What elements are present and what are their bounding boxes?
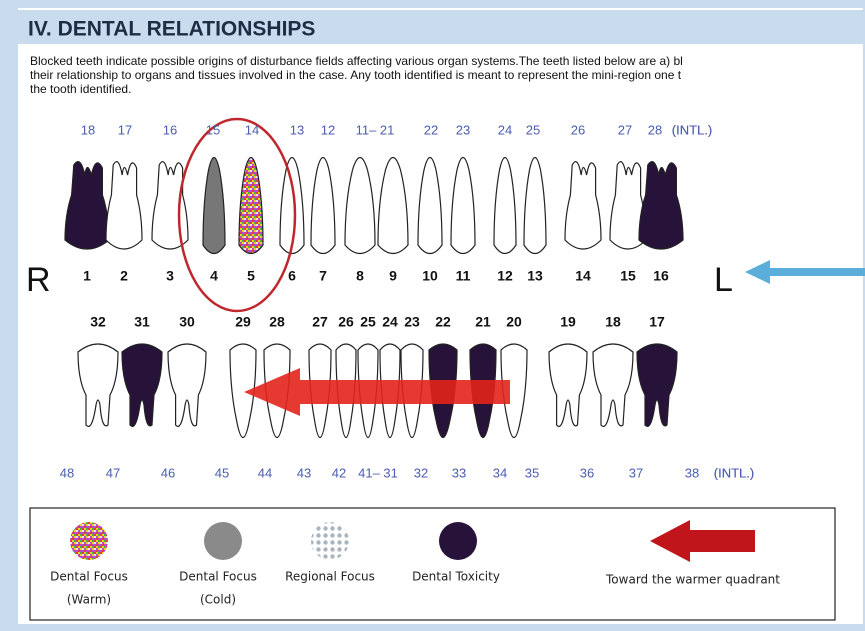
- lower-universal-number: 26: [338, 314, 354, 330]
- lower-universal-number: 25: [360, 314, 376, 330]
- upper-universal-number: 7: [319, 268, 327, 284]
- lower-intl-number: 32: [414, 465, 428, 480]
- lower-intl-number: 33: [452, 465, 466, 480]
- upper-universal-number: 2: [120, 268, 128, 284]
- upper-intl-number: 17: [118, 122, 132, 137]
- lower-universal-number: 29: [235, 314, 251, 330]
- lower-universal-number: 21: [475, 314, 491, 330]
- intro-line: the tooth identified.: [30, 82, 131, 96]
- upper-intl-number: 28: [648, 122, 662, 137]
- legend-label: (Cold): [200, 593, 236, 607]
- upper-intl-number: 23: [456, 122, 470, 137]
- upper-intl-number: 15: [206, 122, 220, 137]
- upper-intl-number: 16: [163, 122, 177, 137]
- legend-toxicity: [439, 522, 477, 560]
- side-label: R: [26, 261, 51, 299]
- upper-universal-number: 13: [527, 268, 543, 284]
- lower-universal-number: 24: [382, 314, 398, 330]
- lower-intl-number: 44: [258, 465, 272, 480]
- upper-intl-number: 26: [571, 122, 585, 137]
- intro-line: Blocked teeth indicate possible origins …: [30, 54, 683, 68]
- lower-universal-number: 32: [90, 314, 106, 330]
- upper-universal-number: 15: [620, 268, 636, 284]
- lower-intl-number: 45: [215, 465, 229, 480]
- legend-label: Toward the warmer quadrant: [605, 573, 780, 587]
- lower-intl-number: (INTL.): [714, 465, 754, 480]
- lower-intl-number: 41– 31: [358, 465, 398, 480]
- legend-warm: [70, 522, 108, 560]
- upper-universal-number: 12: [497, 268, 513, 284]
- upper-intl-number: 22: [424, 122, 438, 137]
- upper-universal-number: 4: [210, 268, 218, 284]
- lower-universal-number: 23: [404, 314, 420, 330]
- lower-universal-number: 30: [179, 314, 195, 330]
- upper-universal-number: 1: [83, 268, 91, 284]
- legend-label: Regional Focus: [285, 570, 375, 584]
- upper-universal-number: 16: [653, 268, 669, 284]
- lower-universal-number: 22: [435, 314, 451, 330]
- lower-intl-number: 36: [580, 465, 594, 480]
- upper-universal-number: 5: [247, 268, 255, 284]
- lower-universal-number: 18: [605, 314, 621, 330]
- upper-intl-number: 11– 21: [356, 122, 395, 137]
- upper-intl-number: 14: [245, 122, 259, 137]
- upper-universal-number: 14: [575, 268, 591, 284]
- lower-intl-number: 37: [629, 465, 643, 480]
- title: IV. DENTAL RELATIONSHIPS: [28, 18, 315, 41]
- legend-cold: [204, 522, 242, 560]
- upper-intl-number: 13: [290, 122, 304, 137]
- lower-universal-number: 17: [649, 314, 665, 330]
- lower-universal-number: 27: [312, 314, 328, 330]
- lower-intl-number: 48: [60, 465, 74, 480]
- lower-intl-number: 35: [525, 465, 539, 480]
- lower-intl-number: 34: [493, 465, 507, 480]
- upper-universal-number: 8: [356, 268, 364, 284]
- upper-universal-number: 6: [288, 268, 296, 284]
- lower-universal-number: 28: [269, 314, 285, 330]
- upper-intl-number: 18: [81, 122, 95, 137]
- upper-intl-number: 25: [526, 122, 540, 137]
- legend-label: Dental Focus: [50, 570, 128, 584]
- upper-intl-number: 24: [498, 122, 512, 137]
- lower-intl-number: 38: [685, 465, 699, 480]
- legend-label: (Warm): [67, 593, 111, 607]
- upper-universal-number: 11: [456, 268, 471, 284]
- lower-universal-number: 31: [134, 314, 150, 330]
- upper-universal-number: 10: [422, 268, 438, 284]
- page: IV. DENTAL RELATIONSHIPS Blocked teeth i…: [0, 0, 865, 631]
- lower-intl-number: 43: [297, 465, 311, 480]
- upper-intl-number: 12: [321, 122, 335, 137]
- lower-universal-number: 19: [560, 314, 576, 330]
- upper-intl-number: (INTL.): [672, 122, 712, 137]
- lower-intl-number: 42: [332, 465, 346, 480]
- lower-intl-number: 46: [161, 465, 175, 480]
- upper-universal-number: 3: [166, 268, 174, 284]
- upper-intl-number: 27: [618, 122, 632, 137]
- side-label: L: [714, 261, 733, 299]
- upper-universal-number: 9: [389, 268, 397, 284]
- legend-regional: [311, 522, 349, 560]
- legend-label: Dental Toxicity: [412, 570, 500, 584]
- lower-intl-number: 47: [106, 465, 120, 480]
- legend-label: Dental Focus: [179, 570, 257, 584]
- lower-universal-number: 20: [506, 314, 522, 330]
- intro-line: their relationship to organs and tissues…: [30, 68, 682, 82]
